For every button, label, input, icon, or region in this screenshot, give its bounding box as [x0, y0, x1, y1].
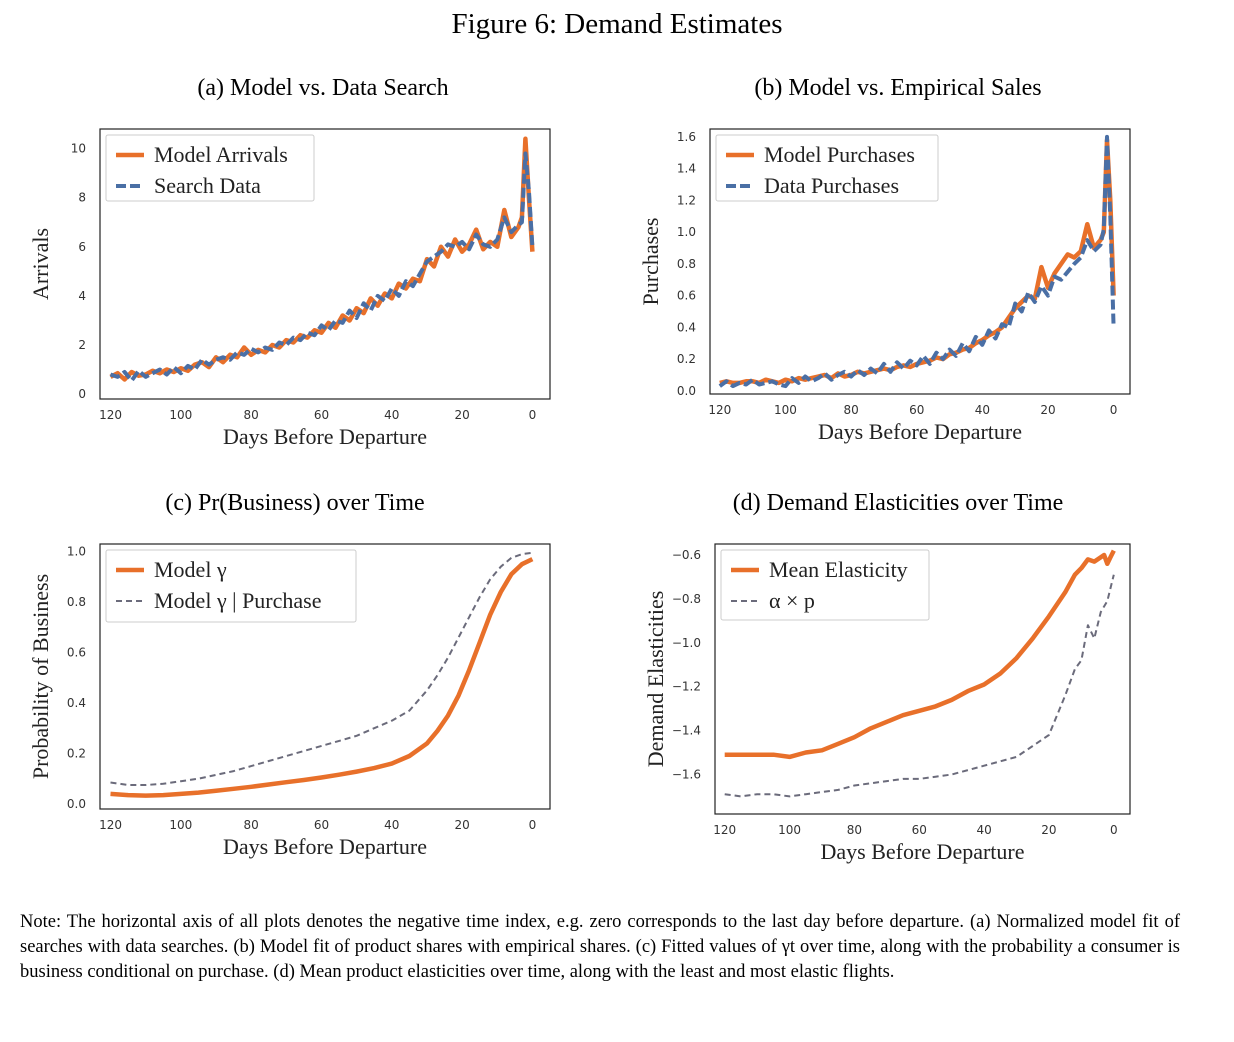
chart-b: 120 100 80 60 40 20 0 0.0 0.2 0.4 0.6 0.8 1.0 1.2 1.4 1…: [638, 128, 1131, 444]
y-tick-label: 0.6: [67, 646, 86, 660]
y-tick-label: 4: [78, 289, 86, 303]
y-tick-label: −0.8: [672, 592, 701, 606]
y-axis-label: Purchases: [638, 218, 663, 306]
y-tick-label: 0.8: [67, 595, 86, 609]
x-tick-label: 40: [976, 823, 991, 837]
series-line-data-purchases: [718, 134, 1116, 389]
legend-label: α × p: [769, 588, 815, 613]
legend-label: Search Data: [154, 173, 261, 198]
chart-a: 120 100 80 60 40 20 0 0 2 4 6 8 10 Days Before Depart…: [28, 128, 551, 449]
x-tick-label: 100: [774, 403, 797, 417]
legend-box: [715, 134, 939, 202]
x-tick-label: 80: [244, 818, 259, 832]
plot-frame: [99, 543, 551, 810]
y-tick-label: −0.6: [672, 548, 701, 562]
legend-label: Data Purchases: [764, 173, 899, 198]
x-tick-label: 120: [713, 823, 736, 837]
series-line-model-purchase: [110, 551, 533, 786]
x-tick-label: 20: [1040, 403, 1055, 417]
x-tick-label: 60: [909, 403, 924, 417]
x-tick-label: 100: [169, 408, 192, 422]
series-line-model-arrivals: [109, 136, 535, 382]
x-tick-label: 20: [454, 408, 469, 422]
x-tick-label: 100: [778, 823, 801, 837]
y-tick-label: 10: [71, 142, 86, 156]
plot-frame: [709, 128, 1131, 395]
y-tick-label: 1.4: [677, 162, 696, 176]
figure-title: Figure 6: Demand Estimates: [451, 8, 783, 40]
x-tick-label: 40: [384, 408, 399, 422]
chart-c: 120 100 80 60 40 20 0 0.0 0.2 0.4 0.6 0.8 1.0 Days Be…: [28, 543, 551, 859]
x-tick-label: 40: [384, 818, 399, 832]
series-line-model-purchases: [719, 137, 1116, 386]
x-tick-label: 80: [843, 403, 858, 417]
x-tick-label: 120: [99, 408, 122, 422]
x-axis-label: Days Before Departure: [818, 419, 1022, 444]
y-tick-label: 0.6: [677, 289, 696, 303]
y-tick-label: 1.0: [677, 225, 696, 239]
x-tick-label: 0: [529, 408, 537, 422]
x-tick-label: 120: [99, 818, 122, 832]
x-tick-label: 60: [314, 818, 329, 832]
legend-label: Model γ | Purchase: [154, 588, 321, 613]
y-tick-label: 0.2: [677, 352, 696, 366]
panel-c-title: (c) Pr(Business) over Time: [165, 490, 425, 516]
x-tick-label: 120: [708, 403, 731, 417]
y-axis-label: Probability of Business: [28, 574, 53, 779]
legend-label: Mean Elasticity: [769, 557, 908, 582]
y-tick-label: 0: [78, 387, 86, 401]
y-axis-label: Arrivals: [28, 228, 53, 300]
x-tick-label: 0: [529, 818, 537, 832]
x-tick-label: 60: [314, 408, 329, 422]
y-tick-label: 0.2: [67, 746, 86, 760]
x-tick-label: 0: [1110, 823, 1118, 837]
panel-b-title: (b) Model vs. Empirical Sales: [754, 75, 1042, 101]
y-tick-label: 0.0: [67, 797, 86, 811]
x-tick-label: 80: [244, 408, 259, 422]
y-tick-label: 2: [78, 338, 86, 352]
y-axis-label: Demand Elasticities: [643, 591, 668, 768]
legend-label: Model Purchases: [764, 142, 915, 167]
y-tick-label: −1.0: [672, 636, 701, 650]
y-tick-label: 1.6: [677, 130, 696, 144]
chart-d: 120 100 80 60 40 20 0 −0.6 −0.8 −1.0 −1.2 −1.4 −1.6 D…: [643, 543, 1131, 864]
y-tick-label: 0.0: [677, 384, 696, 398]
plot-frame: [714, 543, 1131, 815]
y-tick-label: −1.6: [672, 767, 701, 781]
x-axis-label: Days Before Departure: [223, 834, 427, 859]
y-tick-label: 0.4: [677, 320, 696, 334]
x-tick-label: 0: [1110, 403, 1118, 417]
x-tick-label: 20: [454, 818, 469, 832]
legend-box: [105, 549, 357, 623]
panel-a-title: (a) Model vs. Data Search: [197, 75, 449, 101]
x-tick-label: 20: [1041, 823, 1056, 837]
y-tick-label: −1.4: [672, 724, 701, 738]
legend-box: [105, 134, 315, 202]
y-tick-label: 0.4: [67, 696, 86, 710]
x-tick-label: 80: [847, 823, 862, 837]
y-tick-label: 8: [78, 191, 86, 205]
legend-label: Model Arrivals: [154, 142, 288, 167]
legend-label: Model γ: [154, 557, 227, 582]
y-tick-label: 1.0: [67, 545, 86, 559]
series-line-mean-elasticity: [724, 549, 1116, 760]
x-axis-label: Days Before Departure: [820, 839, 1024, 864]
legend-box: [720, 549, 930, 621]
x-axis-label: Days Before Departure: [223, 424, 427, 449]
y-tick-label: 6: [78, 240, 86, 254]
y-tick-label: 0.8: [677, 257, 696, 271]
figure-note: Note: The horizontal axis of all plots d…: [20, 912, 1180, 982]
y-tick-label: −1.2: [672, 680, 701, 694]
x-tick-label: 60: [912, 823, 927, 837]
panel-d-title: (d) Demand Elasticities over Time: [732, 490, 1064, 516]
y-tick-label: 1.2: [677, 193, 696, 207]
x-tick-label: 40: [975, 403, 990, 417]
plot-frame: [99, 128, 551, 400]
series-line-model: [110, 557, 534, 798]
x-tick-label: 100: [169, 818, 192, 832]
